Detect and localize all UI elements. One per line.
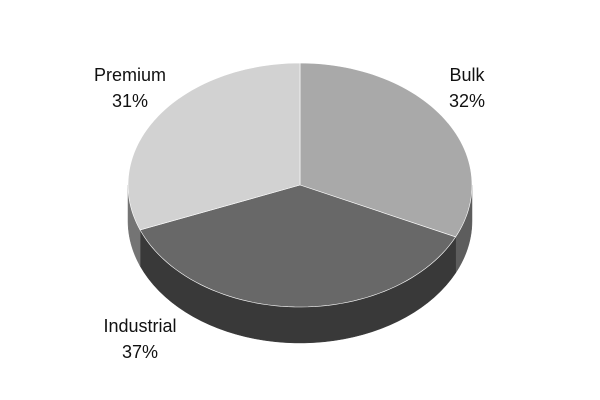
slice-value-label: 31%	[112, 91, 148, 111]
slice-label: Premium	[94, 65, 166, 85]
slice	[127, 62, 301, 231]
slice-value-label: 37%	[122, 342, 158, 362]
slice-label: Bulk	[449, 65, 485, 85]
slice	[299, 62, 473, 238]
slice	[139, 184, 457, 308]
slice-value-label: 32%	[449, 91, 485, 111]
slice-label: Industrial	[103, 316, 176, 336]
